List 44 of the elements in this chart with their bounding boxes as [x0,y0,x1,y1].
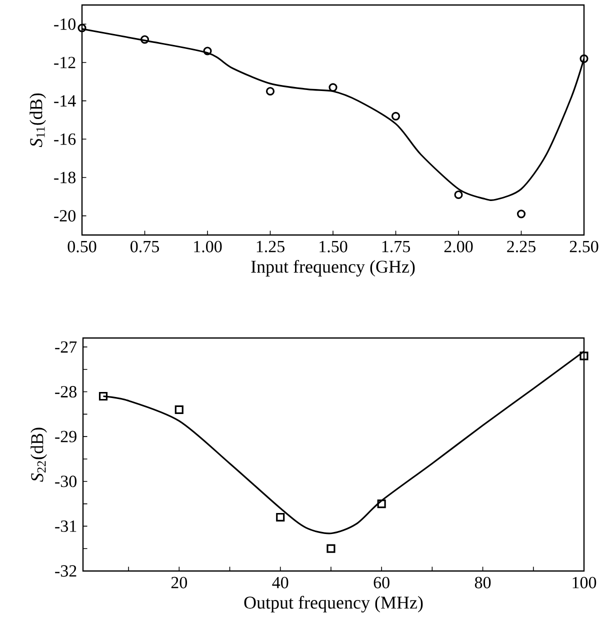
point [454,190,463,200]
x-axis-title: Input frequency (GHz) [251,260,415,277]
y-tick-label: -27 [55,341,77,353]
x-tick-label: 40 [272,576,288,588]
y-tick-label: -12 [54,56,76,68]
point [377,500,386,508]
point [276,512,285,522]
point [174,405,184,414]
x-tick-label: 2.00 [444,240,473,252]
point [328,83,338,92]
y-tick-label: -28 [55,386,76,398]
point [203,46,212,56]
y-axis-title: S$_{11}$(dB) [30,93,46,148]
y-tick-label: -10 [54,18,76,30]
x-tick-label: 20 [171,576,188,588]
y-tick-label: -14 [54,95,76,106]
y-tick-label: -30 [55,476,76,488]
point [326,544,336,553]
point [580,352,588,360]
y-tick-label: -29 [55,430,76,442]
x-tick-label: 1.75 [382,240,410,252]
y-tick-label: -20 [54,210,76,222]
x-tick-label: 2.25 [507,240,536,252]
point [516,210,526,218]
x-axis-title: Output frequency (MHz) [244,596,423,612]
x-tick-label: 0.50 [68,240,96,252]
x-tick-label: 2.50 [570,240,598,252]
x-tick-label: 0.75 [130,240,159,252]
x-tick-label: 1.50 [320,240,348,252]
y-tick-label: -32 [55,565,76,577]
y-tick-label: -31 [55,520,76,532]
x-tick-label: 60 [374,576,390,588]
point [140,35,150,44]
point [391,112,400,120]
y-tick-label: -18 [54,172,76,184]
x-tick-label: 80 [474,576,491,588]
point [266,86,275,96]
x-tick-label: 1.00 [194,240,222,252]
point [98,392,108,401]
point [78,24,86,32]
y-axis-title: S$_{22}$(dB) [30,428,47,482]
x-tick-label: 100 [572,576,596,588]
x-tick-label: 1.25 [256,240,284,252]
y-tick-label: -16 [54,133,76,145]
